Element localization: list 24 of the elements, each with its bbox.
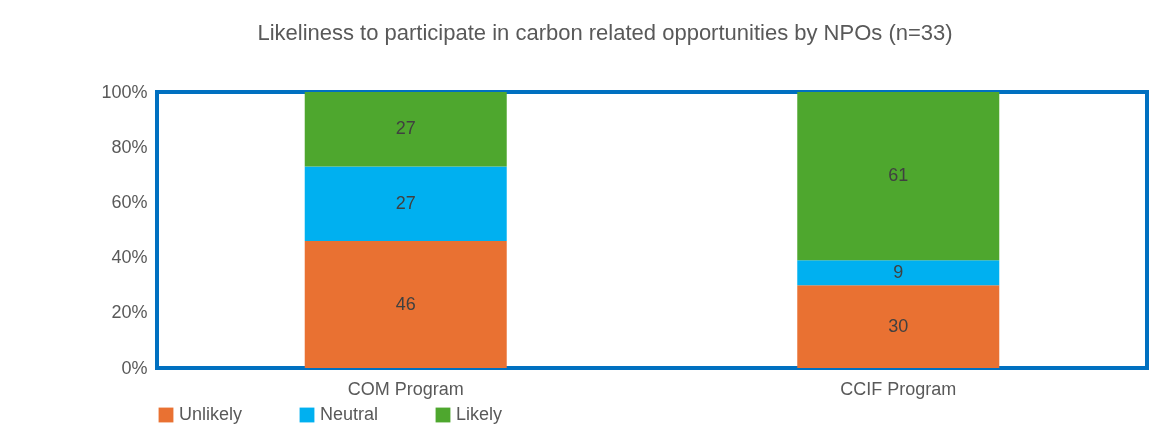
bar (797, 92, 1000, 261)
y-tick-label: 100% (101, 81, 148, 102)
y-tick-label: 0% (121, 357, 148, 378)
bar (797, 260, 1000, 286)
chart-title: Likeliness to participate in carbon related opportunities by NPOs (n=33) (257, 20, 953, 45)
data-label: 46 (395, 293, 416, 314)
y-tick-label: 20% (111, 302, 148, 323)
data-label: 27 (395, 192, 416, 213)
y-tick-label: 40% (111, 247, 148, 268)
bar (304, 92, 507, 167)
data-label: 61 (888, 165, 909, 186)
bar (304, 241, 507, 368)
x-tick-label: CCIF Program (840, 378, 957, 399)
legend-label: Neutral (320, 404, 379, 424)
x-tick-label: COM Program (347, 378, 464, 399)
legend-label: Unlikely (179, 404, 243, 424)
bar (797, 285, 1000, 368)
data-label: 30 (888, 315, 909, 336)
bar (304, 166, 507, 242)
y-tick-label: 80% (111, 136, 148, 157)
data-label: 9 (893, 261, 904, 282)
data-label: 27 (395, 118, 416, 139)
legend-label: Likely (456, 404, 503, 424)
y-tick-label: 60% (111, 191, 148, 212)
